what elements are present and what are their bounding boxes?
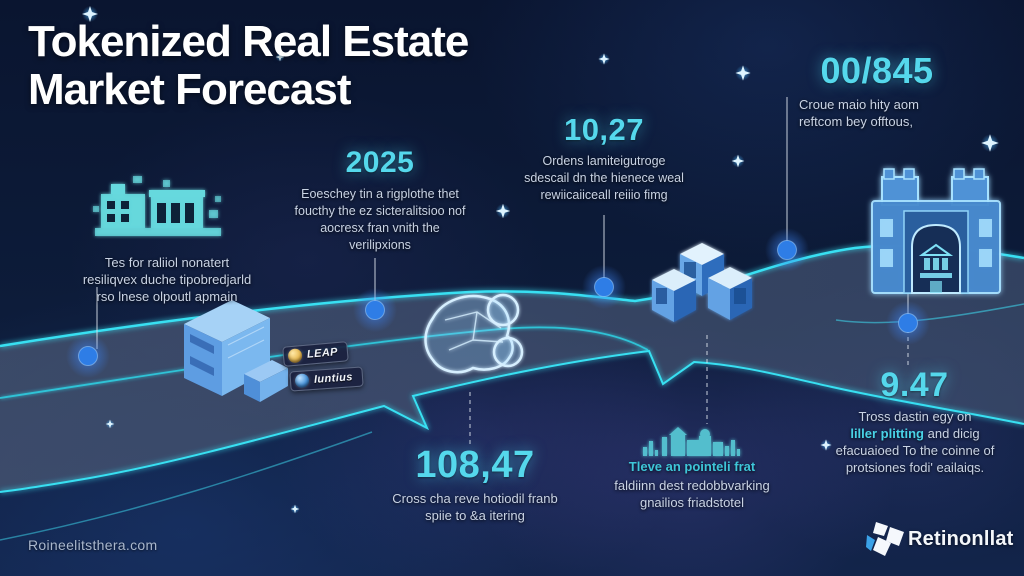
road-band: [0, 245, 1024, 492]
city-description: faldiinn dest redobbvarking gnailios fri…: [614, 478, 770, 510]
stat-10847-description: Cross cha reve hotiodil franb spiie to &…: [392, 491, 558, 523]
star-icon: [981, 134, 999, 152]
star-icon: [495, 203, 511, 219]
star-icon: [598, 53, 610, 65]
stat-00845-value: 00/845: [820, 50, 934, 91]
stat-1027-description: Ordens lamiteigutroge sdescail dn the hi…: [524, 154, 684, 202]
stat-947-description-pre: Tross dastin egy on: [858, 409, 972, 424]
star-icon: [731, 154, 745, 168]
city-heading: Tleve an pointeli frat: [628, 459, 756, 474]
node-dot: [886, 301, 930, 345]
brand-name: Retinonllat: [908, 528, 1014, 550]
node-dot: [353, 288, 397, 332]
road-bottom-edge: [0, 349, 1024, 493]
star-icon: [275, 52, 285, 62]
page-title: Tokenized Real Estate Market Forecast: [28, 17, 469, 114]
stat-947-description-highlight: liller plitting: [850, 426, 924, 441]
stat-2025-description: Eoeschey tin a rigplothe thet foucthy th…: [294, 187, 466, 252]
badge-leap-label: LEAP: [306, 346, 339, 361]
stat-947-description: Tross dastin egy on liller plitting and …: [820, 408, 1010, 476]
node-dot: [765, 228, 809, 272]
watermark-url: Roineelitsthera.com: [28, 537, 158, 553]
star-icon: [820, 439, 832, 451]
star-icon: [82, 6, 98, 22]
star-icon: [105, 419, 115, 429]
stat-2025-value: 2025: [345, 146, 415, 179]
stat-00845-description: Croue maio hity aom reftcom bey offtous,: [799, 97, 919, 129]
blockchain-cubes-icon: [652, 243, 752, 322]
tokenized-building-icon: [184, 300, 288, 402]
circuit-building-icon: [93, 176, 221, 236]
stat-947-value: 9.47: [880, 366, 949, 404]
gold-coin-icon: [287, 348, 303, 364]
milestone-adoption-description: Tes for raliiol nonatert resiliqvex duch…: [82, 255, 252, 304]
star-icon: [290, 504, 300, 514]
stat-10847-value: 108,47: [415, 444, 535, 486]
node-dot: [66, 334, 110, 378]
blue-coin-icon: [294, 373, 310, 389]
road-nodes: [66, 228, 930, 378]
star-sparkles: [82, 6, 999, 514]
stat-1027-value: 10,27: [563, 112, 645, 147]
badge-iuntius-label: Iuntius: [313, 371, 354, 386]
node-dot: [582, 265, 626, 309]
road-extra-line: [0, 431, 373, 541]
road-lane-line: [0, 326, 649, 399]
brand-logo-icon: [866, 522, 904, 556]
star-icon: [735, 65, 751, 81]
stat-947-description-post: and dicig efacuaioed To the coinne of pr…: [835, 426, 995, 475]
globe-network-icon: [424, 293, 524, 374]
castle-icon: [871, 168, 1001, 294]
city-skyline-icon: [643, 427, 740, 456]
